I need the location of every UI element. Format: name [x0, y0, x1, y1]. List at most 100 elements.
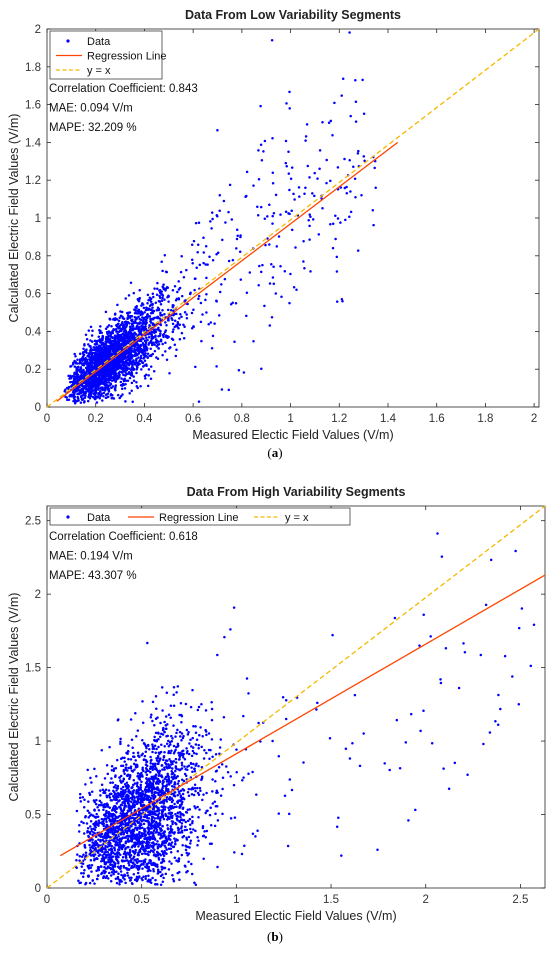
data-point: [210, 707, 214, 711]
data-point: [100, 817, 104, 821]
data-point: [349, 114, 352, 118]
data-point: [202, 261, 205, 265]
data-point: [108, 861, 112, 864]
data-point: [303, 192, 306, 196]
data-point: [172, 693, 175, 697]
data-point: [121, 353, 124, 357]
y-tick-label: 0.8: [25, 251, 41, 263]
data-point: [188, 742, 191, 745]
data-point: [76, 373, 79, 376]
data-point: [210, 718, 214, 722]
data-point: [110, 368, 114, 372]
data-point: [242, 371, 246, 374]
data-point: [204, 298, 207, 302]
data-point: [157, 762, 160, 765]
data-point: [192, 828, 195, 831]
data-point: [131, 333, 135, 336]
data-point: [159, 329, 162, 333]
data-point: [178, 730, 182, 734]
data-point: [124, 859, 128, 862]
data-point: [86, 361, 89, 364]
data-point: [138, 875, 141, 878]
data-point: [124, 785, 128, 788]
data-point: [128, 879, 132, 882]
data-point: [260, 367, 263, 371]
data-point: [89, 359, 93, 363]
x-tick-label: 1.4: [380, 413, 397, 425]
data-point: [158, 289, 161, 292]
data-point: [143, 374, 147, 378]
chart-title: Data From High Variability Segments: [187, 485, 406, 499]
data-point: [329, 223, 332, 226]
data-point: [85, 337, 89, 341]
data-point: [125, 373, 128, 376]
data-point: [88, 791, 91, 795]
data-point: [202, 857, 205, 860]
data-point: [77, 879, 80, 883]
data-point: [290, 209, 293, 213]
data-point: [153, 316, 156, 320]
data-point: [152, 867, 155, 871]
data-point: [94, 348, 98, 352]
data-point: [130, 738, 134, 741]
data-point: [178, 768, 182, 772]
data-point: [288, 301, 291, 305]
data-point: [348, 31, 351, 34]
data-point: [173, 783, 176, 786]
data-point: [277, 235, 281, 238]
data-point: [151, 292, 155, 296]
data-point: [91, 356, 95, 359]
data-point: [118, 840, 122, 844]
data-point: [94, 802, 98, 806]
data-point: [160, 774, 163, 777]
y-tick-label: 0.6: [25, 289, 41, 301]
data-point: [202, 251, 206, 254]
data-point: [303, 266, 306, 270]
data-point: [304, 186, 307, 189]
data-point: [208, 757, 211, 761]
data-point: [334, 237, 337, 241]
data-point: [311, 218, 315, 221]
x-tick-label: 2.5: [512, 894, 528, 906]
data-point: [145, 746, 148, 750]
data-point: [126, 837, 130, 841]
data-point: [149, 321, 153, 324]
data-point: [189, 842, 192, 845]
data-point: [287, 150, 290, 154]
data-point: [268, 203, 271, 207]
data-point: [114, 877, 118, 880]
data-point: [164, 759, 168, 762]
data-point: [225, 765, 228, 768]
data-point: [184, 820, 188, 824]
data-point: [110, 765, 114, 768]
data-point: [92, 392, 96, 395]
data-point: [162, 335, 165, 339]
data-point: [189, 738, 192, 742]
data-point: [150, 713, 153, 716]
data-point: [165, 285, 169, 289]
data-point: [201, 798, 204, 802]
data-point: [69, 364, 73, 368]
data-point: [133, 327, 137, 330]
data-point: [80, 394, 83, 398]
data-point: [336, 166, 340, 169]
data-point: [118, 329, 122, 333]
data-point: [155, 308, 159, 312]
data-point: [123, 756, 126, 760]
data-point: [86, 809, 90, 813]
data-point: [171, 289, 175, 292]
data-point: [205, 293, 208, 296]
data-point: [160, 293, 164, 296]
data-point: [178, 317, 181, 320]
data-point: [220, 763, 224, 766]
data-point: [130, 381, 134, 385]
data-point: [193, 767, 196, 771]
data-point: [82, 370, 85, 373]
data-point: [118, 334, 121, 338]
data-point: [114, 817, 117, 821]
data-point: [141, 337, 144, 340]
data-point: [229, 303, 233, 306]
data-point: [145, 819, 149, 823]
data-point: [91, 838, 94, 841]
data-point: [155, 293, 159, 297]
